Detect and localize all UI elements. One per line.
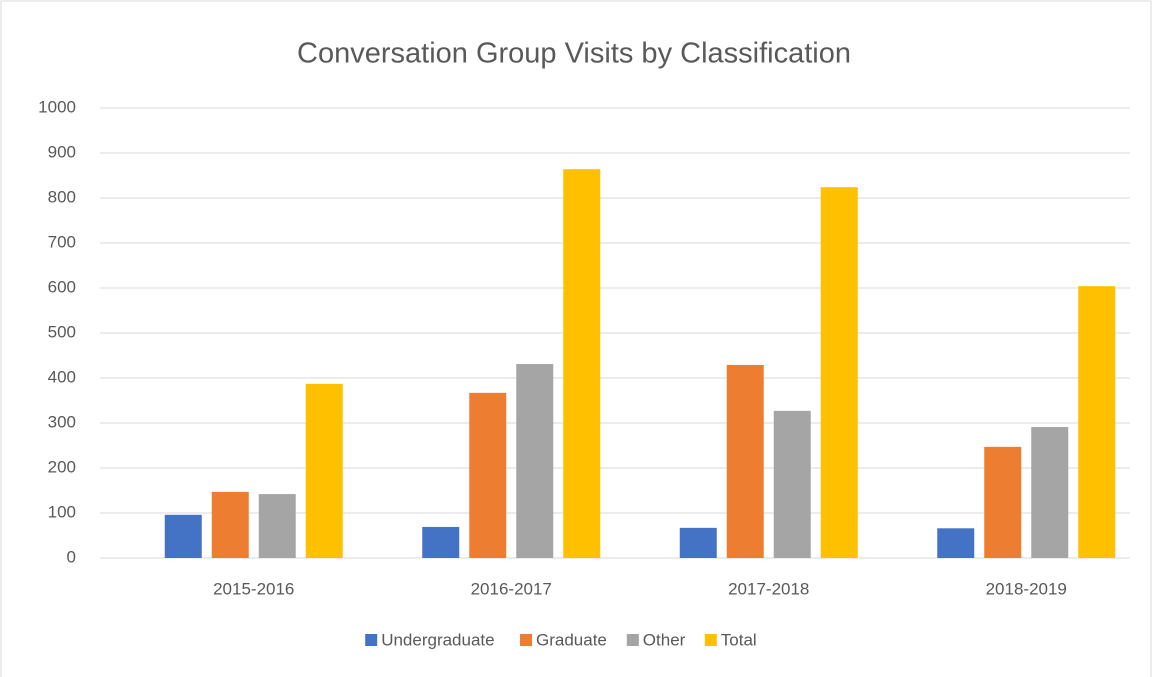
legend-label: Total	[721, 630, 757, 649]
x-tick-label: 2015-2016	[213, 579, 294, 598]
bar	[305, 383, 343, 558]
y-tick-label: 900	[48, 142, 76, 161]
x-tick-label: 2016-2017	[471, 579, 552, 598]
y-tick-label: 800	[48, 187, 76, 206]
bar	[164, 514, 202, 558]
bar	[1078, 286, 1116, 558]
bar	[211, 491, 249, 558]
y-tick-label: 300	[48, 412, 76, 431]
y-tick-label: 1000	[38, 97, 76, 116]
x-tick-label: 2017-2018	[728, 579, 809, 598]
y-tick-label: 600	[48, 277, 76, 296]
legend-label: Undergraduate	[381, 630, 494, 649]
legend-label: Graduate	[536, 630, 607, 649]
chart-title: Conversation Group Visits by Classificat…	[297, 38, 851, 70]
legend-swatch	[626, 634, 639, 646]
bar	[1031, 427, 1069, 558]
bar	[773, 410, 811, 558]
y-tick-label: 200	[48, 457, 76, 476]
legend-swatch	[520, 634, 532, 646]
bar	[563, 169, 601, 558]
y-tick-label: 700	[48, 232, 76, 251]
y-tick-label: 100	[48, 502, 76, 521]
y-tick-label: 500	[48, 322, 76, 341]
bar	[516, 364, 554, 558]
bar	[984, 446, 1022, 558]
x-tick-label: 2018-2019	[986, 579, 1067, 598]
bar	[937, 528, 975, 558]
bar	[258, 494, 296, 558]
bar	[469, 392, 507, 558]
legend-swatch	[365, 634, 378, 646]
bar	[679, 527, 717, 558]
bar	[820, 187, 858, 558]
y-tick-label: 0	[67, 547, 76, 566]
y-tick-label: 400	[48, 367, 76, 386]
bar	[726, 364, 764, 558]
legend-swatch	[704, 634, 717, 646]
bar	[422, 526, 460, 558]
legend-label: Other	[643, 630, 686, 649]
